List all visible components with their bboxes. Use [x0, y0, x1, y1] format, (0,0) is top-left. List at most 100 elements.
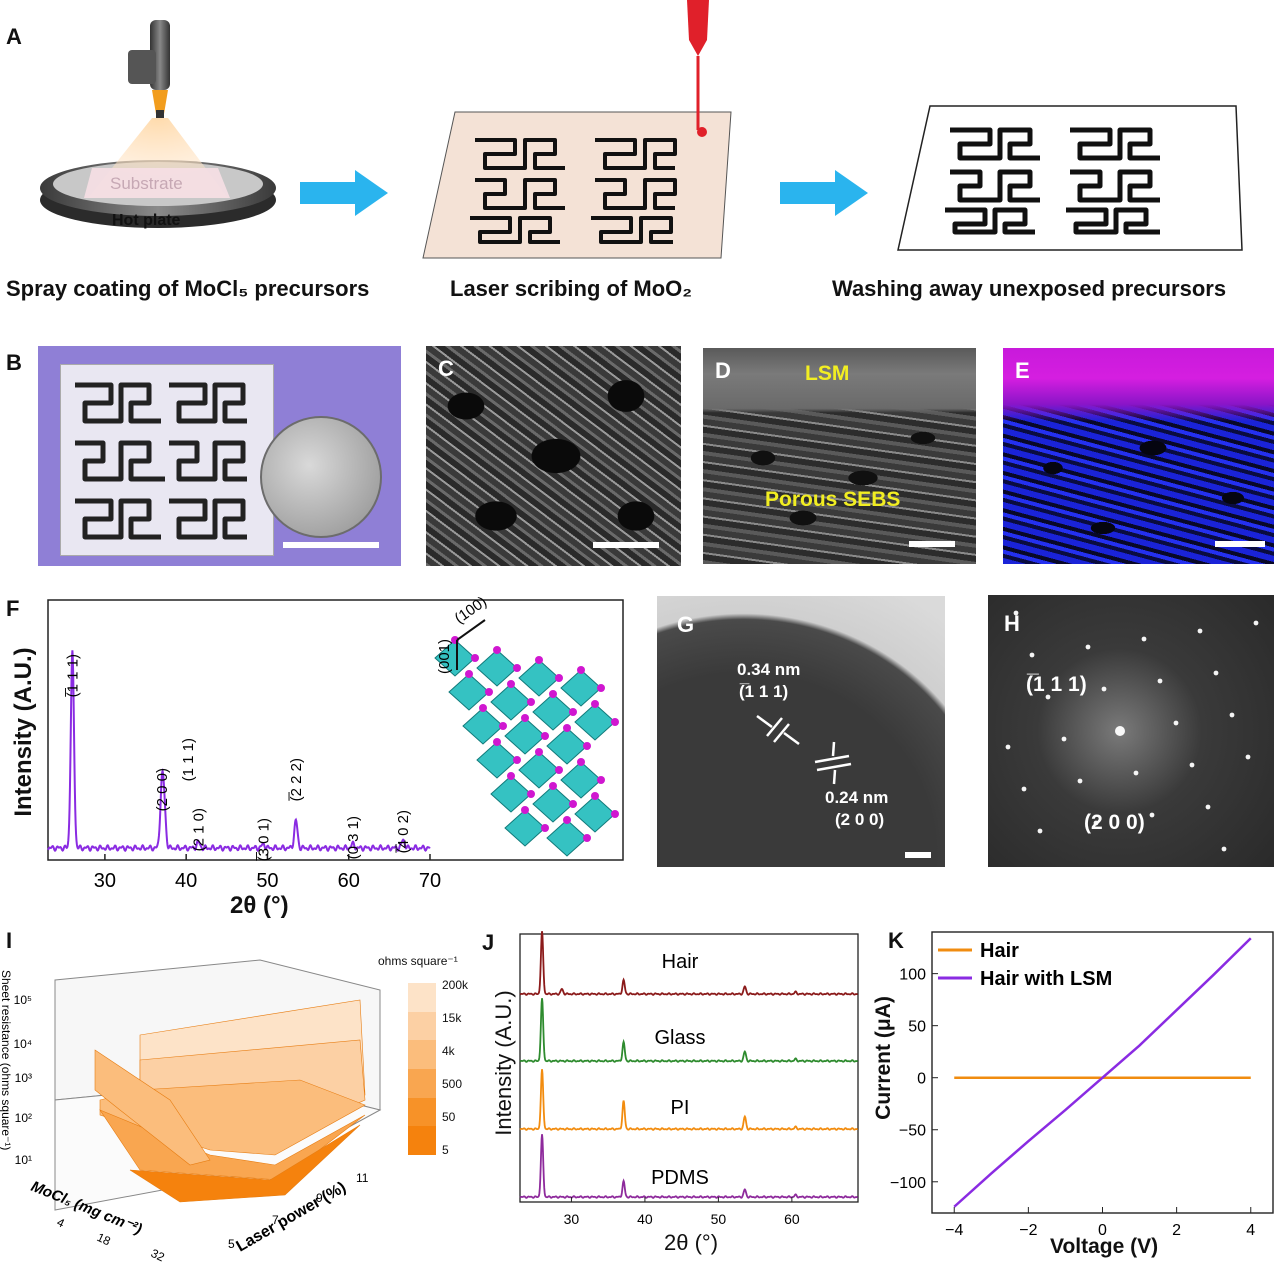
y-tick-label: 0	[917, 1071, 926, 1088]
octahedron	[504, 809, 546, 847]
oxygen-atom	[541, 732, 549, 740]
plot-frame	[519, 933, 859, 1203]
colorbar-label: 15k	[442, 1011, 462, 1025]
y-tick-label: 50	[908, 1019, 926, 1036]
oxygen-atom	[591, 792, 599, 800]
octahedron	[518, 751, 560, 789]
iv-chart-k: −4 −2 0 2 4 100 50 0 −50 −100 Hair Hair with LSM	[890, 931, 1274, 1239]
oxygen-atom	[583, 742, 591, 750]
y-tick-label: 5	[228, 1237, 235, 1251]
sem-image-d: D LSM Porous SEBS	[703, 348, 976, 564]
eds-map-e: E	[1003, 348, 1274, 564]
colorbar-segment	[408, 1126, 436, 1156]
step3-caption: Washing away unexposed precursors	[832, 276, 1227, 301]
octahedron	[490, 775, 532, 813]
panel-label-i: I	[6, 928, 13, 953]
panel-label-g: G	[677, 612, 695, 637]
oxygen-atom	[507, 680, 515, 688]
diffraction-spot	[1037, 828, 1043, 834]
diffraction-spot	[1205, 804, 1211, 810]
step2-caption: Laser scribing of MoO₂	[450, 276, 693, 301]
x-tick-label: 60	[784, 1211, 800, 1227]
diffraction-spot	[1221, 846, 1227, 852]
octahedron	[476, 741, 518, 779]
panel-label-a: A	[6, 24, 22, 49]
diffraction-spot	[1173, 720, 1179, 726]
series-label: PI	[671, 1097, 690, 1119]
tem-image-g: G 0.34 nm (̅1 1 1) 0.24 nm (2 0 0)	[657, 596, 945, 867]
scale-bar-c	[593, 542, 659, 548]
peak-label: (̅3 0 1)	[255, 818, 272, 861]
oxygen-atom	[611, 810, 619, 818]
peak-label: (2 1 0)	[190, 808, 207, 851]
octahedron	[448, 673, 490, 711]
oxygen-atom	[535, 748, 543, 756]
diffraction-spot	[1149, 812, 1155, 818]
diffraction-spot	[1061, 736, 1067, 742]
colorbar-labels: 200k 15k 4k 500 50 5	[442, 978, 492, 1162]
octahedron	[476, 649, 518, 687]
diffraction-spot	[1093, 820, 1099, 826]
legend-label: Hair with LSM	[980, 968, 1112, 990]
z-tick-label: 10²	[15, 1111, 32, 1125]
oxygen-atom	[513, 756, 521, 764]
diffraction-spot	[1021, 786, 1027, 792]
panel-label-d: D	[715, 358, 731, 383]
iv-curve-2	[953, 937, 1252, 1208]
colorbar	[408, 983, 436, 1156]
octahedron	[518, 659, 560, 697]
colorbar-segment	[408, 1040, 436, 1070]
peak-label: (0 3 1)	[345, 816, 362, 859]
spray-coating-illustration	[40, 20, 276, 228]
panel-label-c: C	[438, 356, 454, 381]
oxygen-atom	[527, 790, 535, 798]
sem-image-c: C	[426, 346, 681, 566]
d-plane-1: (̅1 1 1)	[739, 682, 789, 701]
oxygen-atom	[507, 772, 515, 780]
xrd-trace-pi	[519, 1069, 858, 1131]
oxygen-atom	[583, 834, 591, 842]
peak-label: (̅1 1 1)	[64, 654, 81, 697]
diffraction-spot	[1141, 636, 1147, 642]
oxygen-atom	[591, 700, 599, 708]
oxygen-atom	[513, 664, 521, 672]
x-tick-label: 40	[637, 1211, 653, 1227]
surface-ridge	[94, 1049, 211, 1166]
oxygen-atom	[541, 824, 549, 832]
fft-pattern-h: H (̅1 1 1) (2 0 0)	[988, 595, 1274, 867]
oxygen-atom	[563, 724, 571, 732]
scale-bar-e	[1215, 541, 1265, 547]
oxygen-atom	[597, 684, 605, 692]
octahedron	[434, 639, 476, 677]
porous-sebs-label: Porous SEBS	[765, 488, 901, 511]
x-tick-label: 70	[419, 870, 441, 892]
z-tick-label: 10⁴	[13, 1037, 32, 1051]
peak-label: (1 1 1)	[180, 738, 197, 781]
oxygen-atom	[471, 654, 479, 662]
z-axis-label: Sheet resistance (ohms square⁻¹)	[0, 970, 13, 1150]
crystal-structure-inset	[434, 636, 619, 857]
diffraction-spot	[1005, 744, 1011, 750]
diffraction-spot	[1029, 652, 1035, 658]
panel-label-j: J	[482, 930, 495, 955]
xrd-trace-hair	[519, 931, 858, 996]
octahedron	[546, 727, 588, 765]
colorbar-label: 500	[442, 1077, 463, 1091]
axes-arrows	[456, 619, 486, 670]
diffraction-spot	[1197, 628, 1203, 634]
diffraction-spot	[1101, 686, 1107, 692]
z-tick-label: 10¹	[15, 1153, 32, 1167]
axis-001-label: (001)	[436, 639, 453, 674]
y-tick-label: 11	[356, 1171, 369, 1185]
octahedron	[504, 717, 546, 755]
z-tick-label: 10³	[15, 1071, 32, 1085]
z-tick-label: 10⁵	[14, 993, 32, 1007]
plot-frame	[47, 599, 624, 861]
d-spacing-2: 0.24 nm	[825, 788, 889, 807]
oxygen-atom	[569, 800, 577, 808]
oxygen-atom	[569, 708, 577, 716]
diffraction-spot	[1077, 778, 1083, 784]
peak-label: (2 0 0)	[154, 768, 171, 811]
octahedron	[560, 669, 602, 707]
diffraction-spot	[1229, 712, 1235, 718]
